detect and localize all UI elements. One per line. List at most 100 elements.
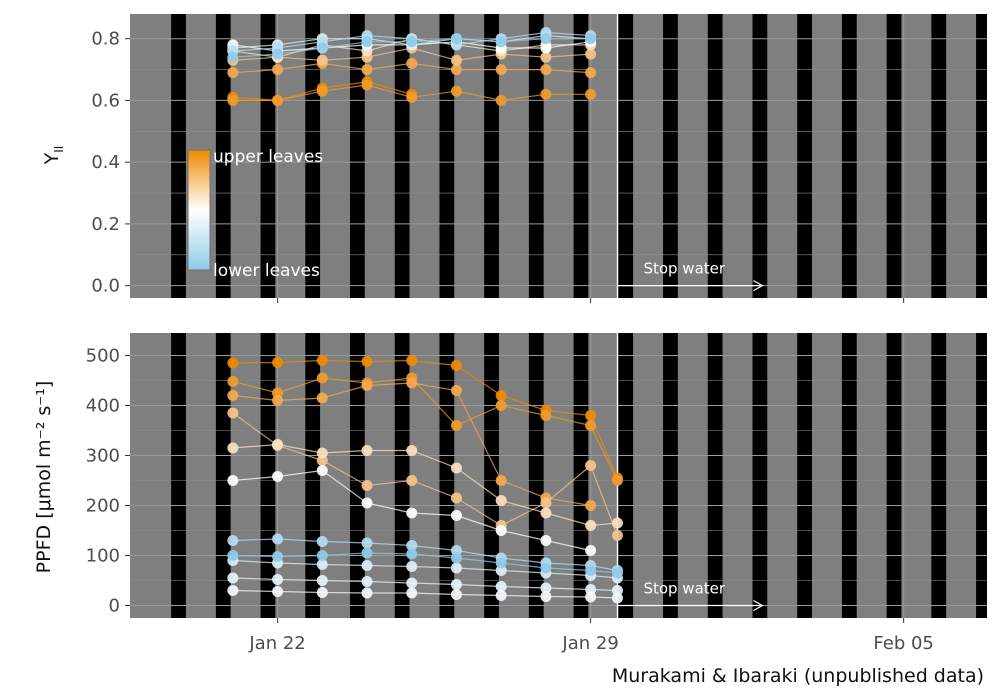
data-point: [316, 587, 328, 598]
data-point: [361, 576, 373, 587]
data-point: [316, 536, 328, 547]
night-band: [528, 333, 544, 618]
panel-background: [130, 333, 987, 618]
data-point: [495, 581, 507, 592]
data-point: [585, 48, 597, 60]
y-tick-label: 0: [109, 596, 120, 617]
x-tick-label: Jan 29: [561, 633, 618, 654]
data-point: [361, 560, 373, 571]
stop-water-arrowhead: [753, 280, 764, 292]
data-point: [227, 442, 239, 454]
night-band: [305, 333, 321, 618]
y-tick-label: 200: [86, 496, 120, 517]
data-point: [406, 57, 418, 69]
data-point: [316, 447, 328, 459]
night-band: [707, 14, 723, 298]
data-point: [272, 586, 284, 597]
data-point: [585, 545, 597, 556]
data-point: [406, 540, 418, 551]
night-band: [976, 333, 987, 618]
data-point: [406, 445, 418, 456]
series-line: [232, 377, 618, 481]
legend-color-bar: [187, 149, 211, 271]
night-band: [886, 14, 902, 298]
data-point: [540, 33, 552, 45]
series-line: [232, 577, 618, 592]
data-point: [540, 535, 552, 546]
data-point: [272, 574, 284, 585]
data-point: [406, 355, 418, 366]
data-point: [406, 577, 418, 589]
night-band: [573, 333, 589, 618]
data-point: [227, 407, 239, 419]
data-point: [361, 356, 373, 367]
data-point: [361, 547, 373, 559]
data-point: [450, 360, 462, 371]
night-band: [841, 14, 857, 298]
data-point: [585, 33, 597, 45]
data-point: [540, 410, 552, 421]
data-point: [227, 390, 239, 401]
data-point: [450, 492, 462, 504]
upper-panel-yii: 0.0 0.2 0.4 0.6 0.8 Stop water: [91, 14, 987, 303]
night-band: [171, 14, 186, 298]
night-band: [215, 333, 231, 618]
data-point: [227, 585, 239, 596]
data-point: [611, 517, 623, 529]
series-line: [232, 589, 618, 599]
y-tick-label: 0.2: [91, 214, 120, 235]
y-tick-label: 400: [86, 396, 120, 417]
night-band: [260, 14, 276, 298]
data-point: [495, 495, 507, 506]
data-point: [272, 94, 284, 106]
yii-axis-title: YII: [41, 146, 66, 166]
legend-label-upper: upper leaves: [213, 147, 323, 167]
night-band: [752, 333, 768, 618]
y-tick-label: 0.8: [91, 29, 120, 50]
data-point: [361, 587, 373, 599]
data-point: [540, 51, 552, 63]
data-point: [361, 64, 373, 76]
data-point: [272, 439, 284, 450]
data-point: [361, 445, 373, 456]
data-point: [495, 36, 507, 48]
data-point: [450, 510, 462, 521]
series-line: [232, 538, 618, 572]
data-point: [272, 551, 284, 562]
night-band: [931, 14, 947, 298]
data-point: [611, 592, 623, 604]
night-band: [618, 333, 634, 618]
night-band: [350, 14, 365, 298]
data-point: [495, 94, 507, 106]
legend-label-lower: lower leaves: [213, 261, 320, 281]
data-point: [361, 537, 373, 549]
data-point: [585, 591, 597, 603]
data-point: [540, 591, 552, 602]
x-tick-label: Feb 05: [873, 633, 934, 654]
data-point: [316, 465, 328, 476]
night-band: [886, 333, 902, 618]
data-point: [585, 420, 597, 431]
data-point: [406, 587, 418, 599]
data-point: [540, 562, 552, 574]
data-point: [227, 67, 239, 79]
data-point: [227, 550, 239, 561]
ppfd-axis-title: PPFD [μmol m⁻² s⁻¹]: [33, 381, 55, 574]
data-point: [361, 79, 373, 91]
data-point: [406, 377, 418, 389]
night-band: [484, 333, 499, 618]
night-band: [528, 14, 544, 298]
night-band: [260, 333, 276, 618]
data-point: [361, 480, 373, 491]
data-point: [585, 67, 597, 79]
data-point: [316, 42, 328, 54]
data-point: [450, 462, 462, 474]
data-point: [585, 500, 597, 511]
data-point: [316, 54, 328, 66]
data-point: [272, 48, 284, 60]
data-point: [227, 51, 239, 63]
night-band: [573, 14, 589, 298]
series-line: [232, 559, 618, 579]
night-band: [394, 14, 410, 298]
data-point: [540, 64, 552, 76]
